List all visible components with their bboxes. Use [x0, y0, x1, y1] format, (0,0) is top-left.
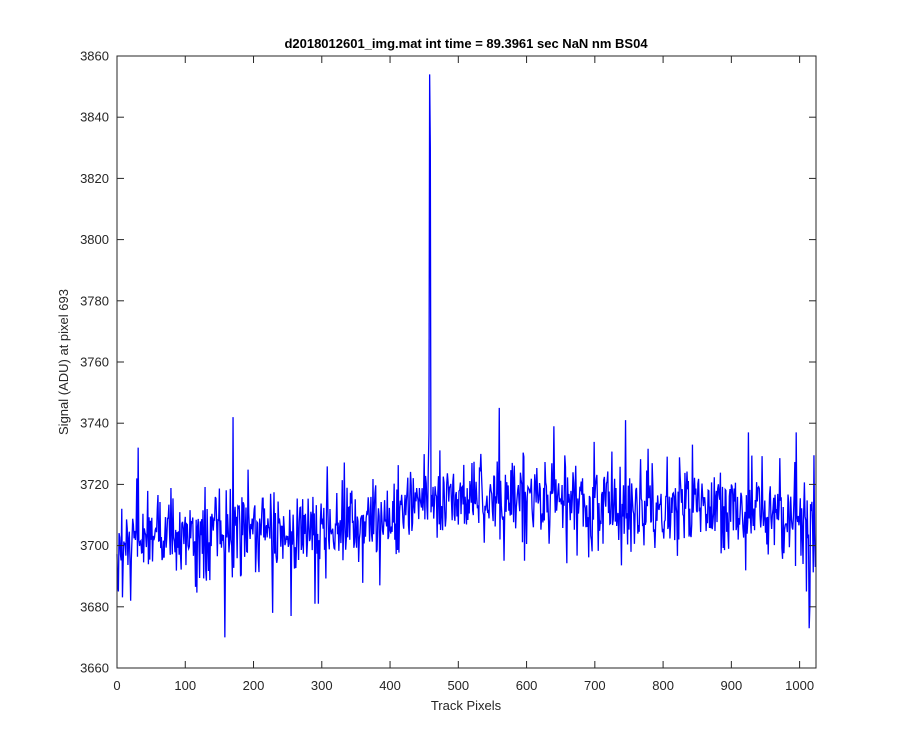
x-tick-label: 500	[447, 678, 469, 693]
x-tick-label: 700	[584, 678, 606, 693]
y-tick-label: 3680	[80, 599, 109, 614]
ticks-layer: 0 100 200 300 400 500 600 700 800 900 1000 3660 3680…	[80, 49, 816, 693]
x-tick-label: 600	[516, 678, 538, 693]
y-tick-label: 3700	[80, 538, 109, 553]
x-tick-label: 900	[721, 678, 743, 693]
y-tick-label: 3780	[80, 293, 109, 308]
x-tick-label: 400	[379, 678, 401, 693]
plot-area-background	[117, 56, 816, 668]
y-tick-label: 3660	[80, 661, 109, 676]
y-tick-label: 3860	[80, 49, 109, 64]
x-tick-label: 100	[174, 678, 196, 693]
y-tick-label: 3820	[80, 171, 109, 186]
signal-line-series	[116, 74, 816, 638]
chart-title: d2018012601_img.mat int time = 89.3961 s…	[284, 36, 648, 51]
y-axis-title: Signal (ADU) at pixel 693	[56, 289, 71, 435]
y-tick-label: 3800	[80, 232, 109, 247]
y-tick-label: 3720	[80, 477, 109, 492]
series-layer	[116, 74, 816, 638]
x-axis-title: Track Pixels	[431, 698, 502, 713]
x-tick-label: 800	[652, 678, 674, 693]
x-tick-label: 1000	[785, 678, 814, 693]
y-tick-label: 3740	[80, 416, 109, 431]
y-tick-label: 3840	[80, 110, 109, 125]
axes-box	[116, 55, 817, 669]
x-tick-label: 200	[243, 678, 265, 693]
y-tick-label: 3760	[80, 355, 109, 370]
x-tick-label: 0	[113, 678, 120, 693]
x-tick-label: 300	[311, 678, 333, 693]
